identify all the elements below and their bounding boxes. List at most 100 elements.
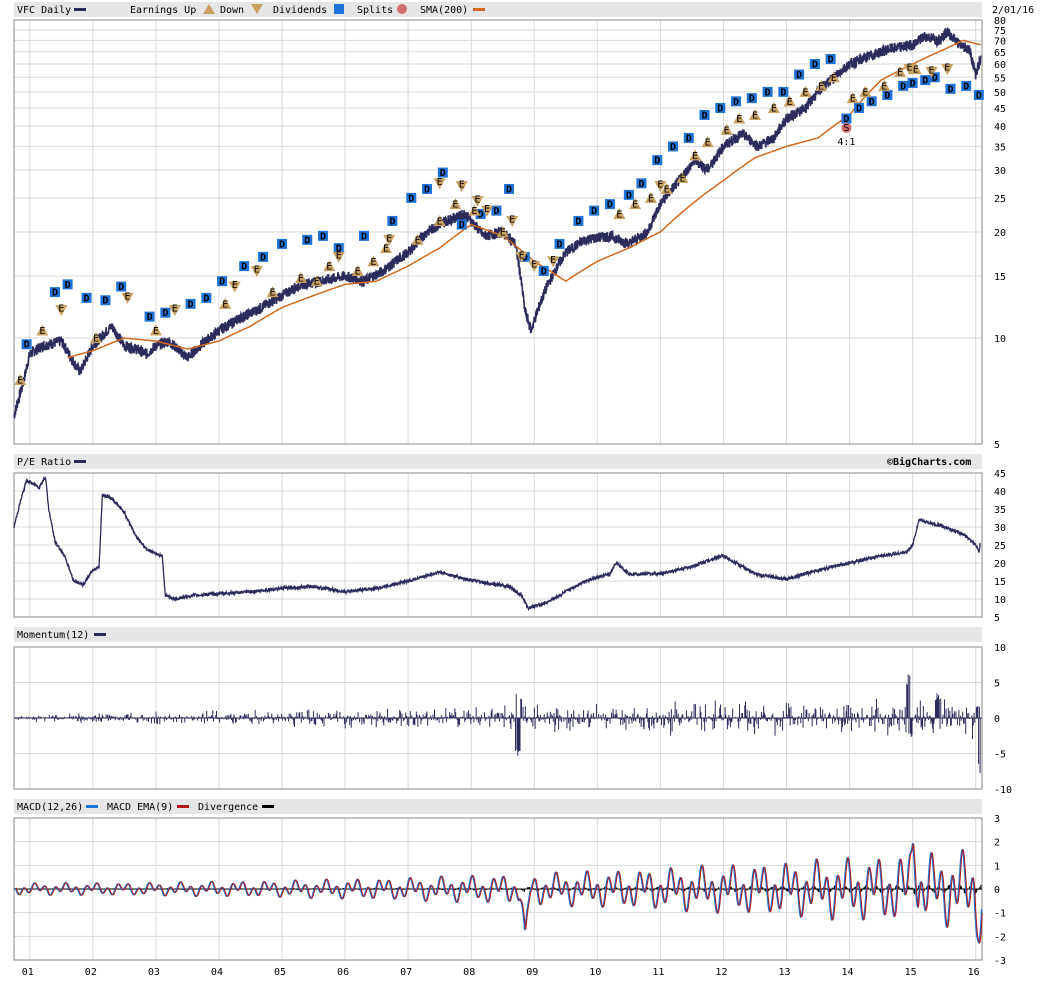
earnings-up-marker xyxy=(310,275,323,287)
dividend-marker xyxy=(809,58,820,69)
y-tick-label: 75 xyxy=(994,26,1006,37)
earnings-marker-letter: E xyxy=(724,125,730,136)
y-tick-label: 45 xyxy=(994,469,1006,480)
dividend-marker-letter: D xyxy=(424,184,430,195)
dividend-marker-letter: D xyxy=(900,81,906,92)
dividend-marker-letter: D xyxy=(84,293,90,304)
y-tick-label: 70 xyxy=(994,36,1006,47)
date-label: 2/01/16 xyxy=(992,5,1034,16)
dividend-marker xyxy=(456,219,467,230)
x-tick-label: 05 xyxy=(274,967,286,978)
earnings-marker-letter: E xyxy=(913,65,919,76)
splits-label: Splits xyxy=(357,5,393,16)
dividend-marker xyxy=(898,80,909,91)
earnings-marker-letter: E xyxy=(153,326,159,337)
earnings-marker-letter: E xyxy=(648,193,654,204)
divergence-swatch xyxy=(262,805,274,808)
dividend-marker xyxy=(882,89,893,100)
y-tick-label: -1 xyxy=(994,909,1006,920)
dividend-marker-letter: D xyxy=(556,239,562,250)
dividend-marker xyxy=(746,93,757,104)
dividend-marker xyxy=(491,205,502,216)
earnings-marker-letter: E xyxy=(93,334,99,345)
dividend-marker xyxy=(623,189,634,200)
earnings-down-marker xyxy=(925,66,938,78)
x-tick-label: 04 xyxy=(211,967,223,978)
earnings-down-marker xyxy=(515,251,528,263)
dividend-marker-letter: D xyxy=(638,179,644,190)
dividend-marker-letter: D xyxy=(102,296,108,307)
dividend-marker-letter: D xyxy=(922,76,928,87)
dividend-marker xyxy=(866,96,877,107)
earnings-marker-letter: E xyxy=(124,291,130,302)
dividend-marker-letter: D xyxy=(304,235,310,246)
earnings-up-marker xyxy=(351,264,364,276)
dividend-marker-letter: D xyxy=(219,277,225,288)
dividend-marker-letter: D xyxy=(607,200,613,211)
dividend-marker-letter: D xyxy=(320,231,326,242)
earnings-down-marker xyxy=(654,181,667,193)
earnings-marker-letter: E xyxy=(254,264,260,275)
x-tick-label: 01 xyxy=(22,967,34,978)
split-ratio-label: 4:1 xyxy=(837,137,855,148)
y-tick-label: 60 xyxy=(994,60,1006,71)
earnings-marker-letter: E xyxy=(232,280,238,291)
dividend-marker-letter: D xyxy=(478,209,484,220)
price-frame xyxy=(13,19,983,445)
earnings-marker-letter: E xyxy=(616,209,622,220)
dividend-marker xyxy=(144,311,155,322)
dividend-marker-letter: D xyxy=(541,266,547,277)
y-tick-label: 10 xyxy=(994,334,1006,345)
dividend-marker-letter: D xyxy=(856,103,862,114)
dividend-marker-letter: D xyxy=(52,288,58,299)
momentum-label: Momentum(12) xyxy=(17,630,89,641)
dividend-marker-letter: D xyxy=(976,90,982,101)
earnings-up-marker xyxy=(701,136,714,148)
earnings-up-marker xyxy=(449,198,462,210)
earnings-marker-letter: E xyxy=(632,200,638,211)
earnings-marker-letter: E xyxy=(383,244,389,255)
dividend-marker xyxy=(907,77,918,88)
macd-label: MACD(12,26) xyxy=(17,802,83,813)
y-tick-label: 15 xyxy=(994,577,1006,588)
earnings-marker-letter: E xyxy=(474,194,480,205)
earnings-up-marker xyxy=(367,255,380,267)
earnings-up-marker xyxy=(878,79,891,91)
earnings-marker-letter: E xyxy=(326,262,332,273)
dividend-marker-letter: D xyxy=(828,54,834,65)
earnings-down-marker xyxy=(903,64,916,76)
earnings-marker-letter: E xyxy=(222,299,228,310)
earnings-down-marker xyxy=(121,292,134,304)
earnings-up-marker xyxy=(629,198,642,210)
split-marker-letter: S xyxy=(843,123,849,134)
pe-grid xyxy=(14,472,982,618)
earnings-marker-letter: E xyxy=(298,274,304,285)
earnings-up-marker xyxy=(660,182,673,194)
earnings-up-marker xyxy=(689,149,702,161)
earnings-marker-letter: E xyxy=(657,180,663,191)
earnings-up-marker xyxy=(468,204,481,216)
dividend-icon xyxy=(334,4,344,14)
dividend-marker-letter: D xyxy=(626,190,632,201)
earnings-down-marker xyxy=(228,281,241,293)
x-tick-label: 02 xyxy=(85,967,97,978)
earnings-up-marker xyxy=(323,260,336,272)
dividend-marker xyxy=(825,53,836,64)
dividend-marker xyxy=(21,339,32,350)
earnings-marker-letter: E xyxy=(519,250,525,261)
x-tick-label: 14 xyxy=(842,967,854,978)
dividend-marker xyxy=(604,199,615,210)
earnings-up-marker xyxy=(411,233,424,245)
earnings-down-marker xyxy=(480,205,493,217)
y-tick-label: -3 xyxy=(994,956,1006,967)
y-tick-label: 3 xyxy=(994,814,1000,825)
dividend-marker xyxy=(437,167,448,178)
dividend-marker-letter: D xyxy=(506,184,512,195)
earnings-marker-letter: E xyxy=(437,177,443,188)
earnings-up-marker xyxy=(815,79,828,91)
earnings-up-marker xyxy=(676,171,689,183)
earnings-marker-letter: E xyxy=(664,184,670,195)
y-tick-label: 5 xyxy=(994,613,1000,624)
